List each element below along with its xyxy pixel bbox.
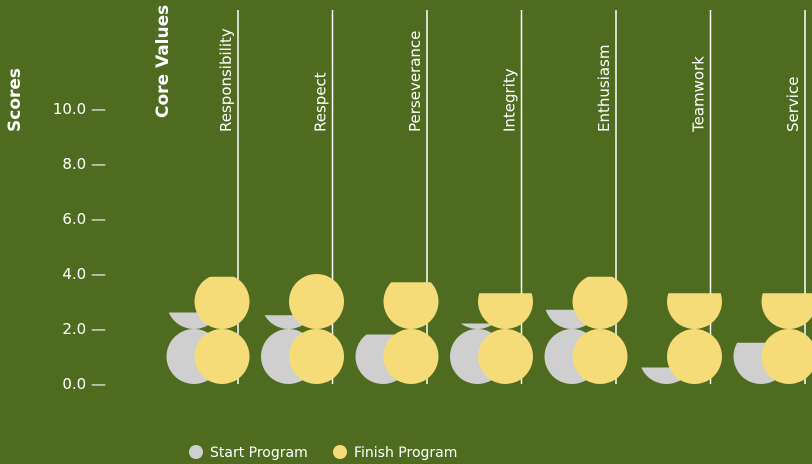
- legend: Start Program Finish Program: [189, 445, 457, 461]
- finish-mark: [667, 293, 722, 329]
- category-label: Integrity: [501, 68, 519, 132]
- x-axis-label: Core Values: [153, 5, 173, 118]
- y-tick-label: 10.0 —: [53, 100, 106, 118]
- category-label: Enthusiasm: [595, 45, 613, 132]
- y-tick-label: 2.0 —: [62, 320, 106, 338]
- category-responsibility: Responsibility: [166, 10, 250, 384]
- legend-finish-swatch: [333, 445, 347, 459]
- y-tick-label: 8.0 —: [62, 155, 106, 173]
- finish-mark: [289, 329, 344, 384]
- y-tick-label: 0.0 —: [62, 375, 106, 393]
- category-respect: Respect: [261, 10, 344, 384]
- finish-mark: [383, 329, 439, 384]
- category-label: Respect: [312, 72, 330, 132]
- category-enthusiasm: Enthusiasm: [544, 10, 628, 384]
- y-tick-label: 4.0 —: [62, 265, 106, 283]
- finish-mark: [572, 276, 628, 329]
- finish-mark: [761, 293, 812, 329]
- finish-mark: [194, 276, 250, 329]
- category-perseverance: Perseverance: [355, 10, 439, 384]
- finish-mark: [667, 329, 722, 384]
- finish-mark: [572, 329, 628, 384]
- category-label: Teamwork: [690, 56, 708, 133]
- legend-start-swatch: [189, 445, 203, 459]
- category-integrity: Integrity: [450, 10, 533, 384]
- y-axis-label: Scores: [5, 68, 25, 132]
- legend-finish-label: Finish Program: [354, 445, 457, 461]
- category-label: Perseverance: [406, 31, 424, 132]
- finish-mark: [478, 293, 533, 329]
- y-ticks: 0.0 — 2.0 — 4.0 — 6.0 — 8.0 — 10.0 —: [53, 100, 106, 393]
- start-mark: [461, 323, 494, 329]
- y-tick-label: 6.0 —: [62, 210, 106, 228]
- category-teamwork: Teamwork: [641, 10, 722, 384]
- category-service: Service: [733, 10, 812, 384]
- legend-start-label: Start Program: [210, 445, 308, 461]
- finish-mark: [478, 329, 533, 384]
- finish-mark: [383, 282, 439, 329]
- finish-mark: [289, 274, 344, 329]
- finish-mark: [761, 329, 812, 384]
- y-axis-title: Scores: [5, 68, 25, 132]
- category-label: Service: [784, 77, 802, 132]
- category-label: Responsibility: [217, 28, 235, 132]
- finish-mark: [194, 329, 250, 384]
- category-columns: Responsibility Respect Perseverance Integri…: [166, 10, 812, 384]
